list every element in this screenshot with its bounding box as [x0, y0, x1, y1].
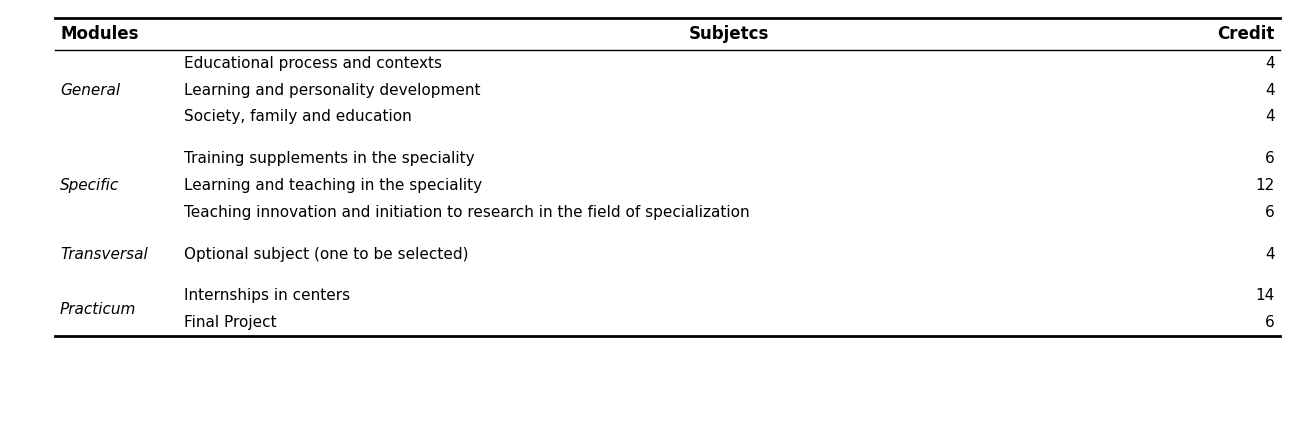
- Text: Final Project: Final Project: [184, 315, 277, 330]
- Text: 6: 6: [1266, 205, 1275, 220]
- Text: 4: 4: [1266, 56, 1275, 71]
- Text: Society, family and education: Society, family and education: [184, 110, 411, 125]
- Text: 4: 4: [1266, 83, 1275, 98]
- Text: Specific: Specific: [60, 178, 119, 193]
- Text: 6: 6: [1266, 315, 1275, 330]
- Text: Credit: Credit: [1218, 25, 1275, 43]
- Text: Teaching innovation and initiation to research in the field of specialization: Teaching innovation and initiation to re…: [184, 205, 749, 220]
- Text: 6: 6: [1266, 152, 1275, 166]
- Text: Internships in centers: Internships in centers: [184, 288, 350, 303]
- Text: Educational process and contexts: Educational process and contexts: [184, 56, 441, 71]
- Text: Subjetcs: Subjetcs: [689, 25, 770, 43]
- Text: Learning and teaching in the speciality: Learning and teaching in the speciality: [184, 178, 482, 193]
- Text: Learning and personality development: Learning and personality development: [184, 83, 480, 98]
- Text: General: General: [60, 83, 120, 98]
- Text: 4: 4: [1266, 247, 1275, 262]
- Text: Modules: Modules: [60, 25, 138, 43]
- Text: Training supplements in the speciality: Training supplements in the speciality: [184, 152, 474, 166]
- Text: 4: 4: [1266, 110, 1275, 125]
- Text: Optional subject (one to be selected): Optional subject (one to be selected): [184, 247, 468, 262]
- Text: 12: 12: [1255, 178, 1275, 193]
- Text: 14: 14: [1255, 288, 1275, 303]
- Text: Practicum: Practicum: [60, 302, 137, 317]
- Text: Transversal: Transversal: [60, 247, 147, 262]
